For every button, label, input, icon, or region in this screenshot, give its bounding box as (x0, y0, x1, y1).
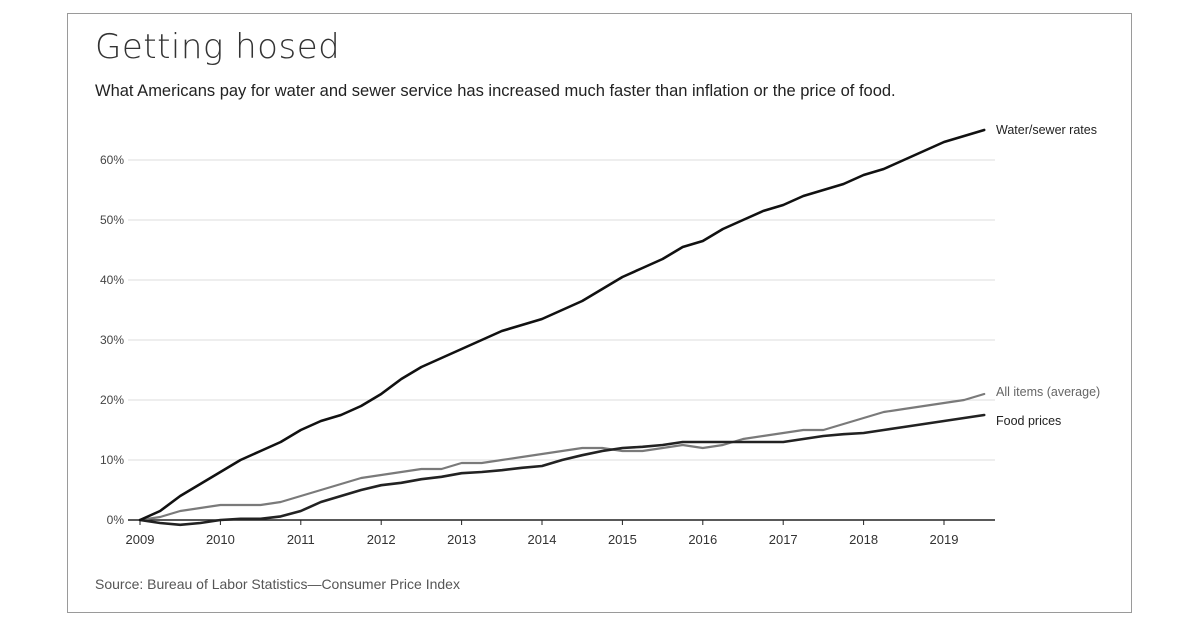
gridlines (128, 159, 995, 521)
source-note: Source: Bureau of Labor Statistics—Consu… (95, 576, 460, 592)
series-line-2 (138, 413, 986, 527)
chart-subtitle: What Americans pay for water and sewer s… (95, 82, 896, 100)
series-label: All items (average) (996, 385, 1100, 399)
chart-card (67, 13, 1132, 613)
series-label: Food prices (996, 414, 1061, 428)
y-tick-label: 30% (100, 333, 124, 347)
series-label: Water/sewer rates (996, 123, 1097, 137)
x-tick-label: 2010 (206, 532, 235, 547)
x-tick-label: 2019 (930, 532, 959, 547)
y-tick-label: 60% (100, 153, 124, 167)
y-axis-ticks: 0% 10% 20% 30% 40% 50% 60% (100, 153, 124, 527)
y-tick-label: 40% (100, 273, 124, 287)
x-tick-label: 2009 (126, 532, 155, 547)
x-tick-label: 2018 (849, 532, 878, 547)
x-axis-ticks: 2009 2010 2011 2012 2013 2014 2015 2016 2017 2018… (126, 520, 959, 547)
chart-title: Getting hosed (95, 27, 341, 67)
series-line-0 (138, 128, 986, 522)
y-tick-label: 0% (107, 513, 125, 527)
x-tick-label: 2014 (528, 532, 557, 547)
series-lines (138, 128, 986, 527)
y-tick-label: 20% (100, 393, 124, 407)
y-tick-label: 10% (100, 453, 124, 467)
x-tick-label: 2013 (447, 532, 476, 547)
series-labels: Water/sewer rates All items (average) Food… (996, 123, 1100, 428)
x-tick-label: 2015 (608, 532, 637, 547)
x-tick-label: 2011 (287, 532, 315, 547)
x-tick-label: 2012 (367, 532, 396, 547)
series-line-1 (138, 392, 986, 522)
x-tick-label: 2016 (688, 532, 717, 547)
x-tick-label: 2017 (769, 532, 798, 547)
y-tick-label: 50% (100, 213, 124, 227)
